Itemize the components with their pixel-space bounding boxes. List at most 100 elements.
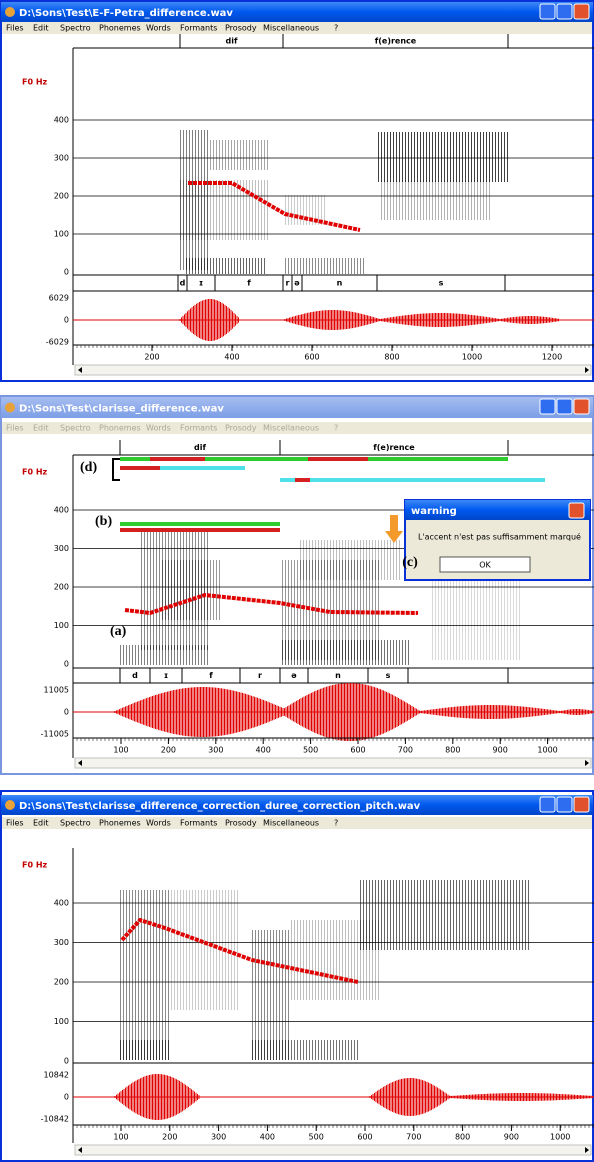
prosody-bar [120, 522, 280, 526]
spectrogram [380, 180, 490, 220]
menu-item[interactable]: Spectro [60, 24, 91, 33]
time-tick-label: 700 [406, 1133, 421, 1142]
time-tick-label: 200 [144, 353, 159, 362]
time-tick-label: 200 [162, 1133, 177, 1142]
time-tick-label: 900 [493, 746, 508, 755]
menu-item[interactable]: Prosody [225, 424, 257, 433]
f0-tick-label: 0 [64, 1057, 69, 1066]
phoneme-label: s [439, 279, 444, 288]
dialog-title: warning [411, 506, 457, 517]
time-tick-label: 800 [384, 353, 399, 362]
screenshot: D:\Sons\Test\E-F-Petra_difference.wav Fil… [0, 0, 594, 1162]
menu-item[interactable]: Phonemes [99, 819, 141, 828]
menu-item[interactable]: Miscellaneous [263, 424, 319, 433]
close-button[interactable] [574, 797, 589, 812]
time-tick-label: 200 [161, 746, 176, 755]
menu-item[interactable]: ? [334, 819, 338, 828]
f0-tick-label: 400 [54, 116, 69, 125]
menu-item[interactable]: Words [146, 24, 171, 33]
time-tick-label: 400 [260, 1133, 275, 1142]
f0-tick-label: 300 [54, 938, 69, 947]
menu-item[interactable]: Edit [33, 424, 49, 433]
phoneme-label: f [209, 671, 213, 680]
menu-item[interactable]: Files [6, 24, 24, 33]
annotation: (d) [80, 460, 97, 475]
prosody-bar [120, 466, 160, 470]
menu-item[interactable]: Miscellaneous [263, 24, 319, 33]
menu-item[interactable]: Prosody [225, 24, 257, 33]
spectrogram [160, 560, 220, 620]
annotation: (a) [110, 624, 127, 639]
f0-tick-label: 300 [54, 544, 69, 553]
menu-item[interactable]: Words [146, 424, 171, 433]
spectrogram [210, 140, 270, 170]
menu-item[interactable]: Formants [180, 424, 217, 433]
phoneme-label: r [286, 279, 290, 288]
phoneme-label: ə [291, 671, 297, 680]
f0-tick-label: 200 [54, 192, 69, 201]
amplitude-tick-label: 11005 [44, 686, 69, 695]
spectrogram [185, 258, 265, 274]
maximize-button[interactable] [557, 797, 572, 812]
menu-item[interactable]: Spectro [60, 819, 91, 828]
menu-item[interactable]: Formants [180, 24, 217, 33]
scrollbar[interactable] [75, 758, 591, 768]
time-tick-label: 1200 [542, 353, 562, 362]
phoneme-label: f [247, 279, 251, 288]
amplitude-tick-label: -6029 [46, 338, 69, 347]
dialog-message: L'accent n'est pas suffisamment marqué [418, 532, 581, 542]
f0-tick-label: 0 [64, 268, 69, 277]
menu-item[interactable]: Edit [33, 24, 49, 33]
f0-label: F0 Hz [22, 78, 48, 87]
spectrogram [180, 180, 270, 240]
close-button[interactable] [574, 4, 589, 19]
spectrogram [120, 890, 170, 1060]
menu-item[interactable]: Prosody [225, 819, 257, 828]
f0-label: F0 Hz [22, 468, 48, 477]
phoneme-label: s [386, 671, 391, 680]
minimize-button[interactable] [540, 4, 555, 19]
maximize-button[interactable] [557, 399, 572, 414]
window-title: D:\Sons\Test\E-F-Petra_difference.wav [19, 8, 233, 19]
prosody-bar [120, 528, 280, 532]
f0-tick-label: 400 [54, 506, 69, 515]
menu-item[interactable]: Phonemes [99, 424, 141, 433]
menu-item[interactable]: Words [146, 819, 171, 828]
minimize-button[interactable] [540, 797, 555, 812]
ok-label[interactable]: OK [479, 561, 491, 570]
f0-tick-label: 100 [54, 230, 69, 239]
dialog-close[interactable] [569, 503, 584, 518]
phoneme-label: n [335, 671, 341, 680]
f0-tick-label: 0 [64, 660, 69, 669]
scrollbar[interactable] [75, 1145, 591, 1155]
time-tick-label: 500 [303, 746, 318, 755]
time-tick-label: 800 [455, 1133, 470, 1142]
menu-item[interactable]: Edit [33, 819, 49, 828]
word-label: dif [226, 37, 238, 46]
menu-item[interactable]: Files [6, 819, 24, 828]
menu-item[interactable]: Files [6, 424, 24, 433]
time-tick-label: 1000 [462, 353, 482, 362]
menu-item[interactable]: Miscellaneous [263, 819, 319, 828]
time-tick-label: 600 [357, 1133, 372, 1142]
minimize-button[interactable] [540, 399, 555, 414]
menu-item[interactable]: ? [334, 424, 338, 433]
menu-item[interactable]: ? [334, 24, 338, 33]
spectrogram [250, 1040, 360, 1060]
phoneme-label: d [132, 671, 138, 680]
menu-item[interactable]: Phonemes [99, 24, 141, 33]
scrollbar[interactable] [75, 365, 591, 375]
close-button[interactable] [574, 399, 589, 414]
prosody-bar [150, 457, 205, 461]
time-tick-label: 400 [256, 746, 271, 755]
time-tick-label: 1000 [537, 746, 557, 755]
f0-tick-label: 400 [54, 899, 69, 908]
menu-item[interactable]: Spectro [60, 424, 91, 433]
time-tick-label: 300 [208, 746, 223, 755]
time-tick-label: 100 [113, 746, 128, 755]
amplitude-tick-label: 6029 [49, 294, 69, 303]
menu-item[interactable]: Formants [180, 819, 217, 828]
maximize-button[interactable] [557, 4, 572, 19]
spectrogram [430, 580, 520, 660]
time-tick-label: 900 [504, 1133, 519, 1142]
